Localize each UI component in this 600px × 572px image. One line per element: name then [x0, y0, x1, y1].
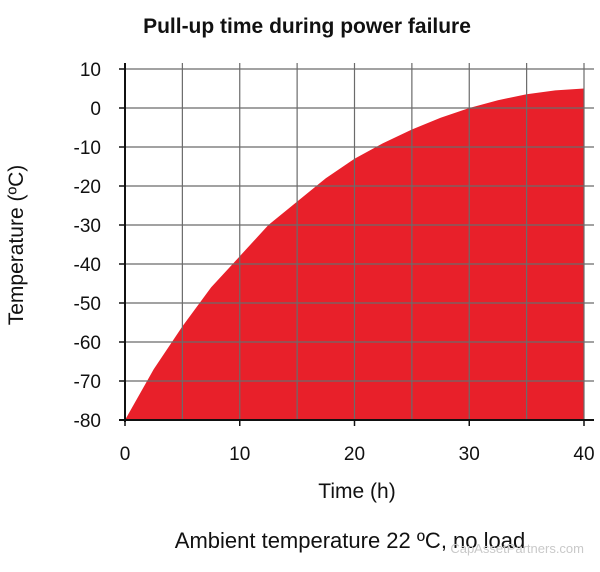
x-tick-label: 0: [120, 444, 131, 465]
gridlines: [125, 63, 594, 420]
watermark: CapAssetPartners.com: [450, 541, 584, 556]
x-tick-label: 30: [459, 444, 480, 465]
chart-title: Pull-up time during power failure: [143, 15, 471, 38]
y-axis-label: Temperature (ºC): [5, 165, 28, 326]
x-tick-label: 20: [344, 444, 365, 465]
y-tick-label: -10: [74, 138, 101, 159]
y-tick-label: 0: [90, 99, 101, 120]
y-tick-label: -40: [74, 255, 101, 276]
x-axis-ticks: 0 10 20 30 40: [120, 420, 595, 465]
y-axis-ticks: 10 0 -10 -20 -30 -40 -50 -60 -70 -80: [74, 60, 125, 432]
y-tick-label: -20: [74, 177, 101, 198]
x-tick-label: 10: [229, 444, 250, 465]
y-tick-label: -60: [74, 333, 101, 354]
y-tick-label: -30: [74, 216, 101, 237]
chart-caption: Ambient temperature 22 ºC, no load: [175, 528, 525, 553]
x-axis-label: Time (h): [318, 480, 395, 503]
plot-area: [119, 63, 594, 422]
x-tick-label: 40: [573, 444, 594, 465]
y-tick-label: 10: [80, 60, 101, 81]
y-tick-label: -70: [74, 372, 101, 393]
y-tick-label: -50: [74, 294, 101, 315]
y-tick-label: -80: [74, 411, 101, 432]
